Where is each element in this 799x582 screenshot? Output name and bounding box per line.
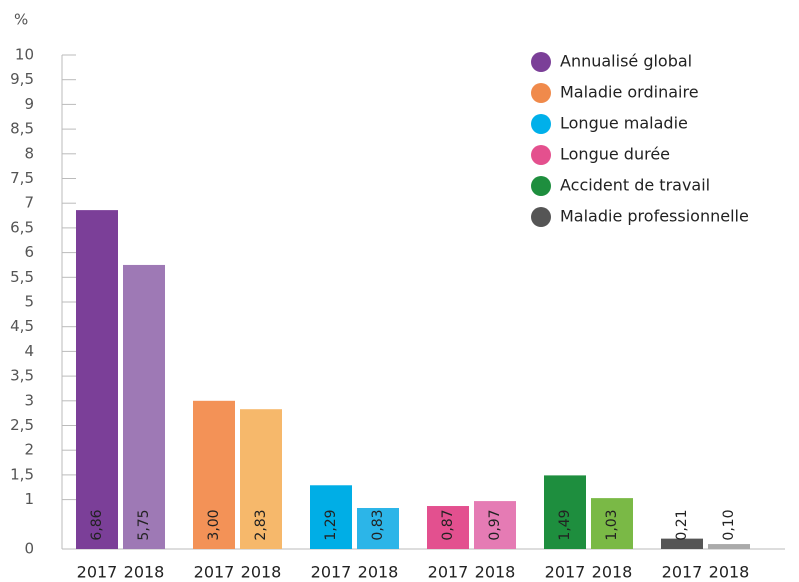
y-tick-label: 5,5	[10, 268, 34, 286]
value-label: 0,10	[721, 509, 737, 540]
x-tick-label: 2018	[241, 563, 282, 582]
y-tick-label: 6	[24, 243, 34, 261]
bar	[591, 498, 633, 549]
bar	[661, 538, 703, 549]
value-label: 0,21	[674, 509, 690, 540]
legend-marker	[531, 114, 551, 134]
value-label: 6,86	[89, 509, 105, 540]
y-tick-label: 3,5	[10, 367, 34, 385]
value-label: 0,97	[487, 509, 503, 540]
y-tick-label: 9,5	[10, 70, 34, 88]
bar	[708, 544, 750, 549]
bar	[193, 400, 235, 549]
x-tick-label: 2018	[709, 563, 750, 582]
y-tick-label: 8,5	[10, 120, 34, 138]
x-tick-label: 2017	[545, 563, 586, 582]
value-label: 0,87	[440, 509, 456, 540]
value-label: 5,75	[136, 509, 152, 540]
value-label: 2,83	[253, 509, 269, 540]
y-tick-label: 5	[24, 293, 34, 311]
legend-marker	[531, 145, 551, 165]
x-tick-label: 2018	[124, 563, 165, 582]
legend-marker	[531, 176, 551, 196]
value-label: 1,49	[557, 509, 573, 540]
x-tick-label: 2017	[428, 563, 469, 582]
legend-label: Longue durée	[560, 145, 670, 164]
bar	[76, 210, 118, 549]
x-tick-label: 2017	[77, 563, 118, 582]
x-tick-label: 2017	[194, 563, 235, 582]
value-label: 0,83	[370, 509, 386, 540]
x-tick-label: 2017	[311, 563, 352, 582]
y-tick-label: 8	[24, 144, 34, 162]
y-tick-label: 3	[24, 391, 34, 409]
legend-marker	[531, 207, 551, 227]
bar	[310, 485, 352, 549]
value-label: 1,29	[323, 509, 339, 540]
legend-label: Annualisé global	[560, 52, 692, 71]
value-label: 3,00	[206, 509, 222, 540]
x-tick-label: 2018	[358, 563, 399, 582]
y-tick-label: 7,5	[10, 169, 34, 187]
bar	[427, 506, 469, 549]
legend-marker	[531, 83, 551, 103]
y-tick-label: 1,5	[10, 465, 34, 483]
legend-label: Maladie professionnelle	[560, 207, 749, 226]
y-axis-label: %	[14, 11, 28, 29]
bar	[544, 475, 586, 549]
y-tick-label: 9	[24, 95, 34, 113]
y-tick-label: 7	[24, 194, 34, 212]
y-tick-label: 0	[24, 540, 34, 558]
legend-label: Accident de travail	[560, 176, 710, 195]
y-tick-label: 1	[24, 490, 34, 508]
legend-label: Longue maladie	[560, 114, 688, 133]
y-tick-label: 4	[24, 342, 34, 360]
x-tick-label: 2018	[592, 563, 633, 582]
bar	[357, 507, 399, 549]
x-tick-label: 2017	[662, 563, 703, 582]
bar	[123, 264, 165, 549]
legend-marker	[531, 52, 551, 72]
value-label: 1,03	[604, 509, 620, 540]
y-tick-label: 10	[15, 46, 34, 64]
bar	[240, 409, 282, 549]
y-tick-label: 2,5	[10, 416, 34, 434]
bar	[474, 501, 516, 549]
legend-label: Maladie ordinaire	[560, 83, 699, 102]
x-tick-label: 2018	[475, 563, 516, 582]
y-tick-label: 6,5	[10, 218, 34, 236]
y-tick-label: 2	[24, 441, 34, 459]
y-tick-label: 4,5	[10, 317, 34, 335]
